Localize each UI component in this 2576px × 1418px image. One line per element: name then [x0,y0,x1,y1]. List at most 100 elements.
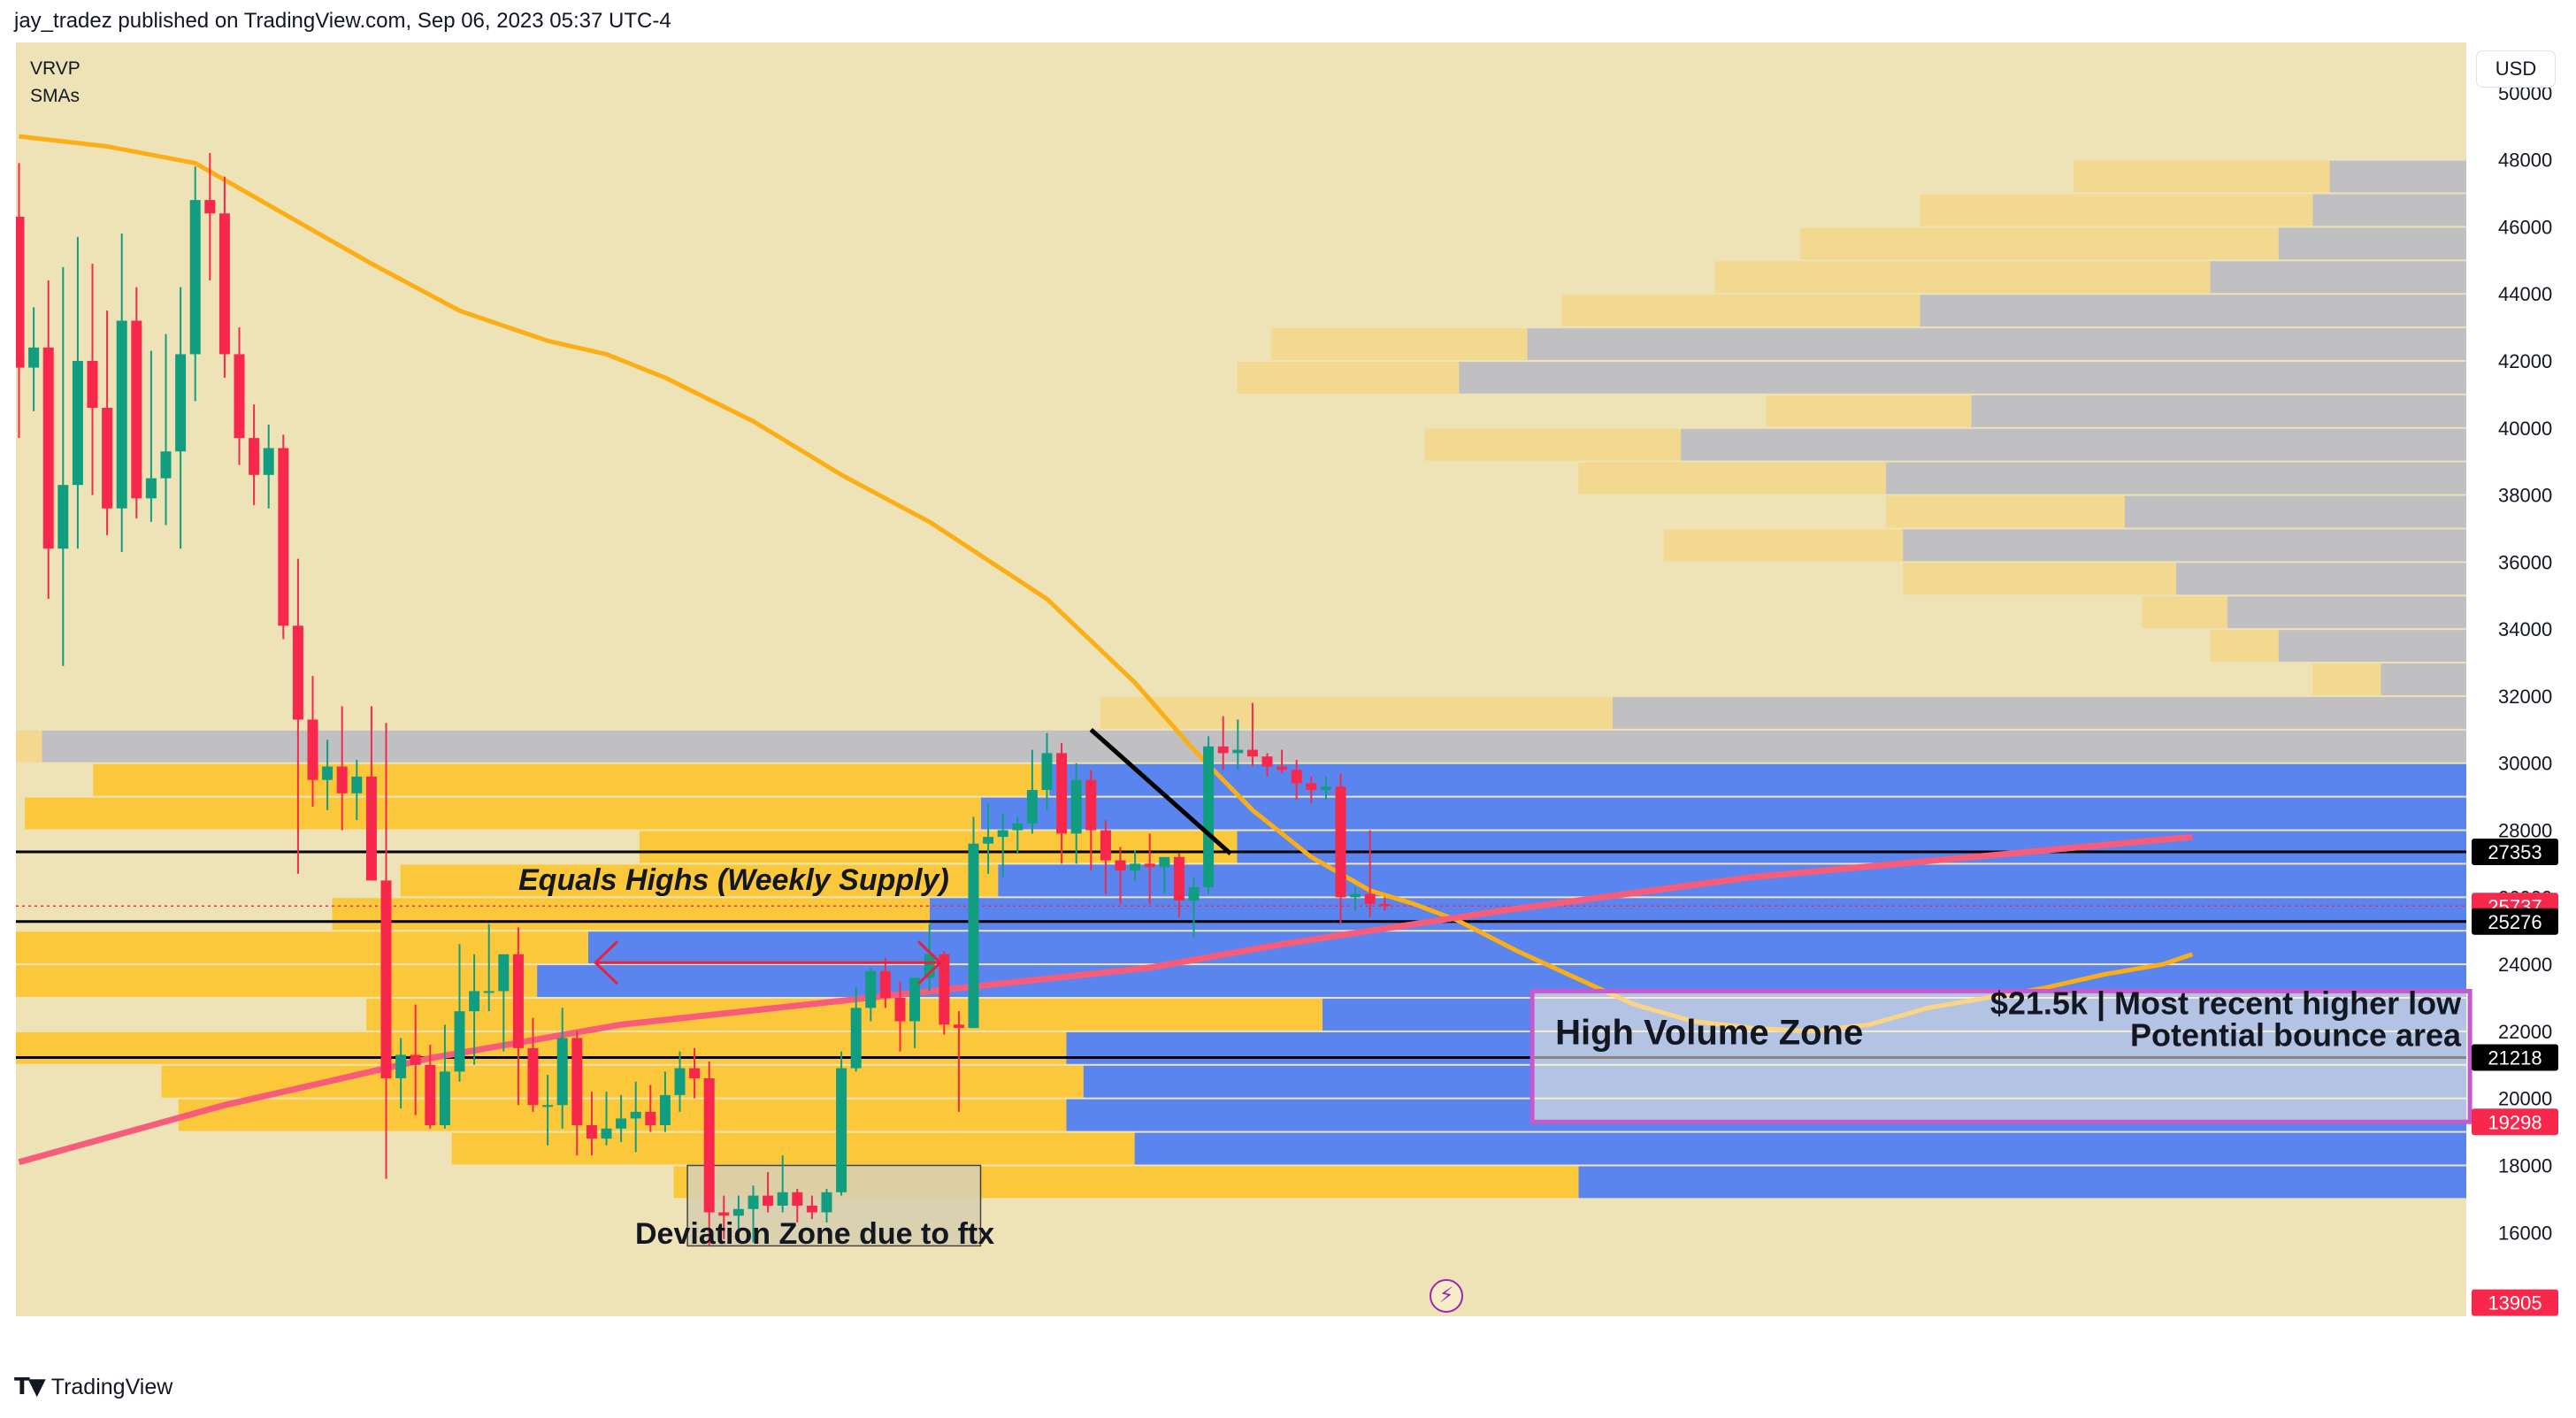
candle-body [909,977,921,1022]
candle-body [527,1047,539,1106]
volume-profile-bar-up [1561,295,1920,327]
candle-body [395,1054,407,1078]
legend-smas[interactable]: SMAs [30,86,80,106]
candle-body [278,448,289,626]
candle-body [1350,893,1361,898]
volume-profile-bar-up [1424,428,1682,461]
candle-body [42,347,54,549]
volume-profile-bar-down [980,797,2466,830]
candle-body [87,361,98,409]
volume-profile-bar-up [1920,194,2313,226]
candle-body [410,1054,421,1065]
candle-body [748,1195,759,1209]
y-axis-tick-label: 32000 [2498,686,2552,708]
y-axis-tick-label: 42000 [2498,350,2552,372]
y-axis-tick-label: 24000 [2498,954,2552,976]
candle-body [601,1128,612,1139]
volume-profile-bar-up [161,1065,1084,1098]
legend-vrvp[interactable]: VRVP [30,58,80,79]
volume-profile-bar-down [1920,295,2466,327]
candle-body [72,361,83,486]
candle-body [953,1024,964,1029]
y-axis-tick-label: 30000 [2498,753,2552,775]
volume-profile-bar-up [451,1132,1135,1165]
y-axis-tick-label: 36000 [2498,551,2552,573]
candle-body [645,1111,656,1125]
candle-body [483,991,494,993]
volume-profile-bar-down [1134,1132,2466,1165]
volume-profile-bar-down [1237,831,2466,863]
higher-low-label: $21.5k | Most recent higher low [1990,985,2462,1022]
high-volume-zone-label: High Volume Zone [1555,1013,1863,1052]
volume-profile-bar-up [1578,462,1886,494]
volume-profile-bar-up [1800,227,2279,260]
deviation-zone-box [686,1164,982,1247]
candle-body [234,354,245,439]
candle-body [836,1068,847,1192]
candle-body [175,354,187,452]
candle-body [865,970,877,1008]
candle-body [1364,893,1376,904]
price-chart[interactable]: Equals Highs (Weekly Supply) Deviation Zo… [16,42,2564,1316]
candle-body [1144,863,1155,868]
arrow-head-right [916,940,943,985]
candle-body [571,1038,583,1125]
volume-profile-bar-up [1271,328,1528,360]
volume-profile-bar-up [2074,160,2330,193]
price-label-25276: 25276 [2488,911,2542,933]
volume-profile-bar-up [2312,663,2381,695]
candle-body [1232,749,1244,754]
volume-profile-bar-down [1049,763,2466,796]
candle-body [821,1192,832,1213]
candle-body [58,485,69,549]
volume-profile-bar-up [25,797,981,830]
y-axis-tick-label: 44000 [2498,283,2552,305]
currency-button[interactable]: USD [2477,51,2555,87]
deviation-zone-label: Deviation Zone due to ftx [635,1217,994,1251]
volume-profile-bar-down [2312,194,2466,226]
bounce-area-label: Potential bounce area [2130,1016,2462,1053]
candle-body [703,1077,715,1213]
brand-label: TradingView [50,1374,173,1399]
tradingview-logo-icon: T▼ [14,1374,46,1400]
price-label-21218: 21218 [2488,1047,2542,1069]
candle-body [1056,753,1068,834]
candle-body [616,1118,627,1129]
volume-profile-bar-up [1663,529,1904,562]
indicator-legend: VRVP SMAs [30,55,80,110]
candle-body [249,438,260,475]
candle-body [351,776,363,793]
price-label-box [2472,908,2558,935]
candle-body [469,991,480,1012]
publisher-line: jay_tradez published on TradingView.com,… [14,9,671,33]
volume-profile-bar-up [1714,261,2211,294]
y-axis-tick-label: 46000 [2498,216,2552,238]
y-axis-tick-label: 18000 [2498,1154,2552,1177]
y-axis-tick-label: 22000 [2498,1021,2552,1043]
candle-body [894,998,906,1022]
candle-body [512,954,524,1048]
candle-body [792,1192,803,1206]
candle-body [689,1068,701,1078]
volume-profile-bar-down [1971,395,2466,427]
volume-profile-bar-up [1100,696,1613,729]
candle-body [365,776,377,881]
volume-profile-bar-down [2278,227,2466,260]
chart-area[interactable]: Equals Highs (Weekly Supply) Deviation Zo… [16,42,2564,1316]
candle-body [454,1011,465,1072]
candle-body [718,1212,730,1216]
candle-body [307,719,318,780]
y-axis-tick-label: 34000 [2498,618,2552,640]
candle-body [1173,856,1184,901]
volume-profile-bar-up [16,931,588,964]
candle-body [542,1105,554,1108]
tradingview-logo[interactable]: T▼ TradingView [14,1374,172,1400]
volume-profile-bar-up [639,831,1238,863]
candle-body [336,766,348,793]
volume-profile-bar-up [16,730,42,763]
volume-profile-bar-down [2278,630,2466,663]
candle-body [1261,756,1273,767]
candle-body [1291,770,1302,784]
flash-icon[interactable]: ⚡ [1430,1279,1463,1313]
y-axis-tick-label: 40000 [2498,418,2552,440]
